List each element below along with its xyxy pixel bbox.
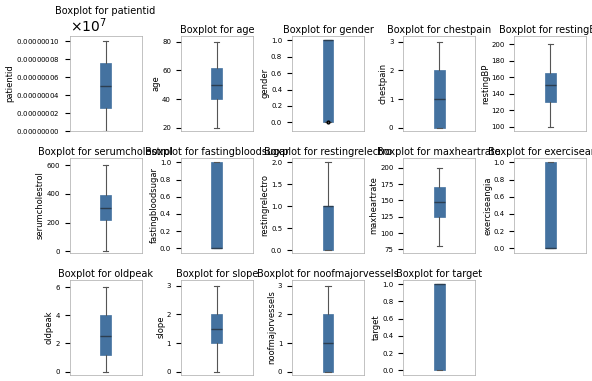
Y-axis label: gender: gender [260,68,269,98]
PathPatch shape [100,195,111,219]
Y-axis label: target: target [372,314,381,340]
Y-axis label: restingrelectro: restingrelectro [260,174,269,236]
PathPatch shape [545,162,556,248]
Y-axis label: restingBP: restingBP [481,63,490,104]
Title: Boxplot for target: Boxplot for target [396,269,482,279]
PathPatch shape [545,73,556,102]
Y-axis label: patientid: patientid [5,64,15,102]
Title: Boxplot for restingBP: Boxplot for restingBP [499,25,592,35]
PathPatch shape [211,67,222,99]
Title: Boxplot for exerciseangia: Boxplot for exerciseangia [488,147,592,157]
PathPatch shape [100,315,111,355]
Title: Boxplot for oldpeak: Boxplot for oldpeak [58,269,153,279]
PathPatch shape [211,314,222,343]
Title: Boxplot for maxheartrate: Boxplot for maxheartrate [377,147,501,157]
Title: Boxplot for patientid: Boxplot for patientid [56,6,156,16]
Y-axis label: serumcholestrol: serumcholestrol [36,171,45,239]
PathPatch shape [434,284,445,370]
Y-axis label: age: age [152,75,160,91]
Y-axis label: maxheartrate: maxheartrate [369,176,378,234]
Title: Boxplot for gender: Boxplot for gender [282,25,374,35]
PathPatch shape [323,207,333,250]
Title: Boxplot for restingrelectro: Boxplot for restingrelectro [264,147,392,157]
Y-axis label: fastingbloodsugar: fastingbloodsugar [149,167,159,243]
PathPatch shape [323,314,333,371]
PathPatch shape [434,70,445,128]
PathPatch shape [100,63,111,108]
Title: Boxplot for age: Boxplot for age [179,25,254,35]
Y-axis label: chestpain: chestpain [378,63,388,104]
Title: Boxplot for serumcholestrol: Boxplot for serumcholestrol [38,147,173,157]
Title: Boxplot for chestpain: Boxplot for chestpain [387,25,491,35]
Title: Boxplot for slope: Boxplot for slope [176,269,258,279]
PathPatch shape [434,187,445,217]
Y-axis label: exerciseangia: exerciseangia [483,176,492,235]
Title: Boxplot for noofmajorvessels: Boxplot for noofmajorvessels [257,269,399,279]
PathPatch shape [211,162,222,248]
Y-axis label: slope: slope [156,316,165,338]
Y-axis label: oldpeak: oldpeak [45,311,54,344]
Title: Boxplot for fastingbloodsugar: Boxplot for fastingbloodsugar [144,147,289,157]
Y-axis label: noofmajorvessels: noofmajorvessels [268,290,276,364]
PathPatch shape [323,40,333,122]
